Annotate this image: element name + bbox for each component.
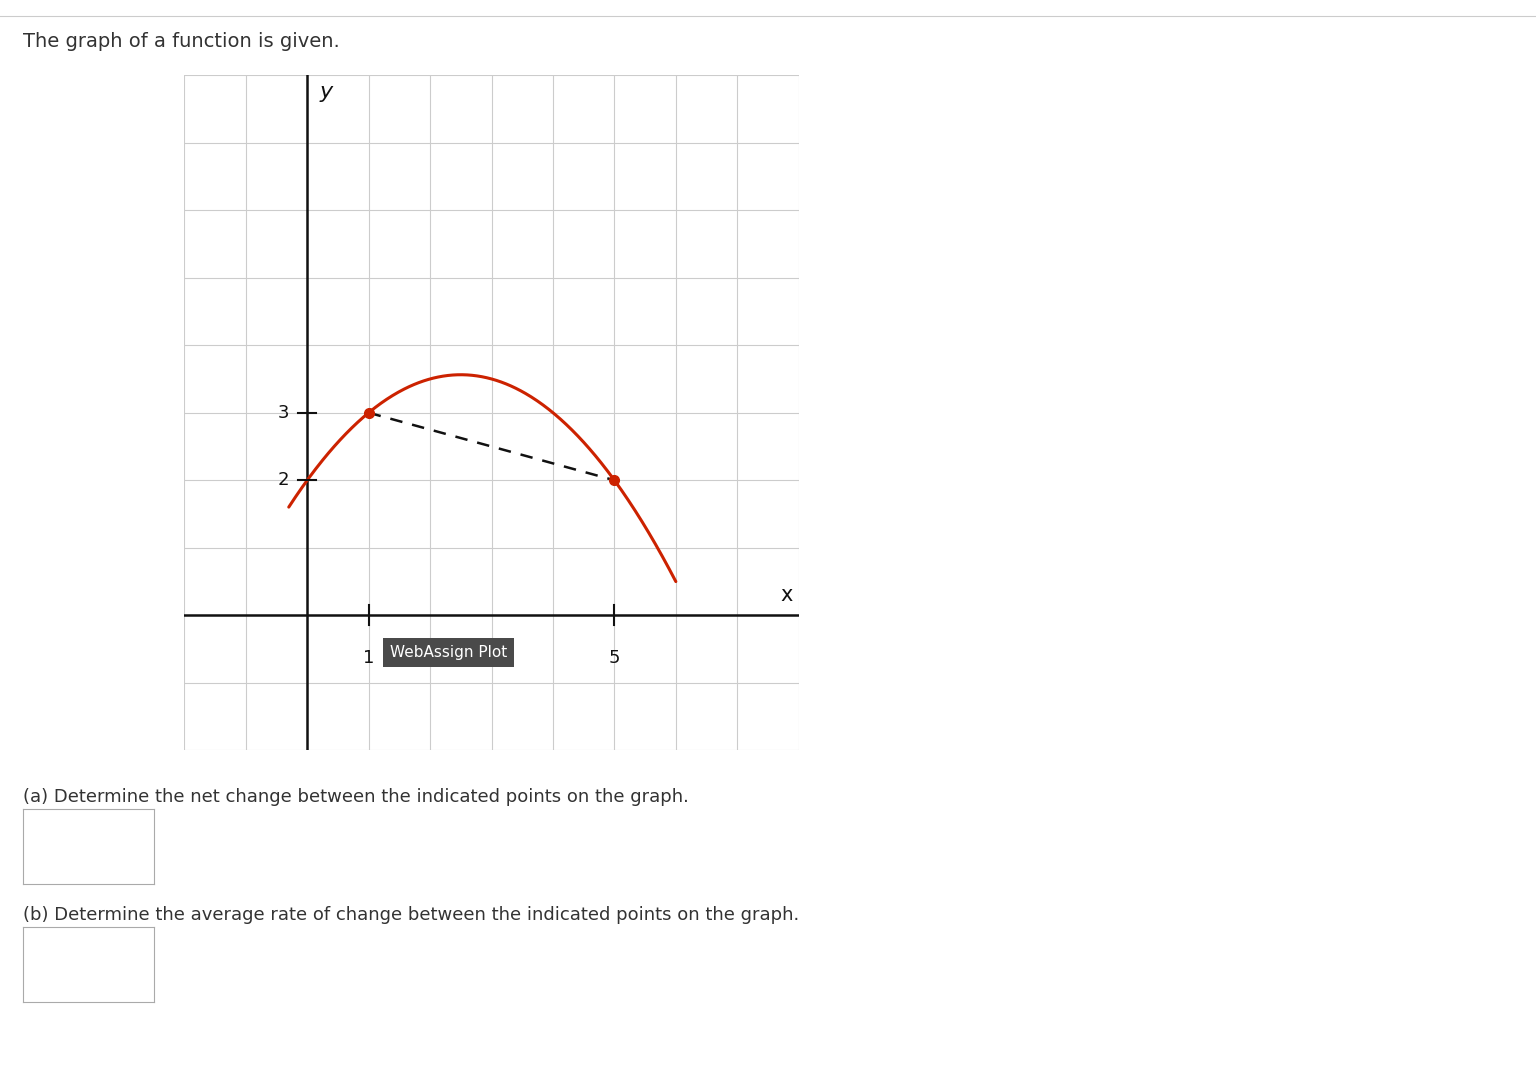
- Text: 5: 5: [608, 650, 621, 667]
- Text: (a) Determine the net change between the indicated points on the graph.: (a) Determine the net change between the…: [23, 788, 690, 806]
- Text: y: y: [319, 81, 333, 102]
- Text: 3: 3: [278, 404, 289, 421]
- Text: WebAssign Plot: WebAssign Plot: [390, 645, 507, 660]
- Text: 1: 1: [362, 650, 375, 667]
- Text: 2: 2: [278, 472, 289, 489]
- Text: The graph of a function is given.: The graph of a function is given.: [23, 32, 339, 51]
- Text: (b) Determine the average rate of change between the indicated points on the gra: (b) Determine the average rate of change…: [23, 906, 799, 924]
- Text: x: x: [780, 585, 793, 606]
